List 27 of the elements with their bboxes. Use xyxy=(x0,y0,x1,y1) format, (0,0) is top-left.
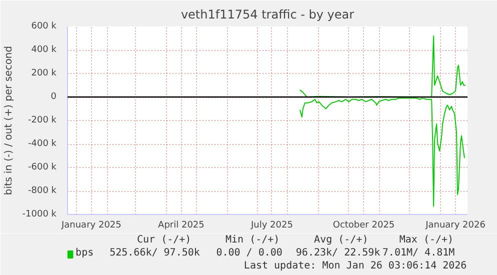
chart-title: veth1f11754 traffic - by year xyxy=(180,8,354,22)
text: Last update: Mon Jan 26 03:06:14 2026 xyxy=(244,260,467,272)
text: 0.00 / 0.00 xyxy=(216,248,282,258)
y-tick-label: -400 k xyxy=(28,139,58,149)
text: Min (-/+) xyxy=(226,234,280,246)
y-tick-label: 600 k xyxy=(31,22,58,32)
y-tick-label: -800 k xyxy=(28,186,58,196)
legend-label: bps xyxy=(76,248,94,258)
y-tick-label: -600 k xyxy=(28,162,58,172)
x-tick-label: January 2026 xyxy=(424,220,486,230)
text: Avg (-/+) xyxy=(314,234,368,246)
x-tick-label: October 2025 xyxy=(332,220,395,230)
text: 525.66k/ 97.50k xyxy=(110,248,200,258)
y-axis-title: bits in (-) / out (+) per second xyxy=(3,46,14,196)
y-tick-label: 400 k xyxy=(31,45,58,55)
y-tick-label: -1000 k xyxy=(22,210,58,220)
y-tick-label: 200 k xyxy=(31,68,58,78)
x-tick-label: July 2025 xyxy=(250,220,293,230)
x-tick-label: April 2025 xyxy=(158,220,204,230)
text: 7.01M/ 4.81M xyxy=(382,248,455,258)
line-series xyxy=(299,98,466,207)
y-tick-label: -200 k xyxy=(28,116,58,126)
text: Cur (-/+) xyxy=(136,234,192,246)
text: Max (-/+) xyxy=(399,234,454,246)
y-tick-label: 0 xyxy=(50,92,57,102)
x-tick-label: January 2025 xyxy=(60,220,122,230)
text: 96.23k/ 22.59k xyxy=(296,248,380,258)
